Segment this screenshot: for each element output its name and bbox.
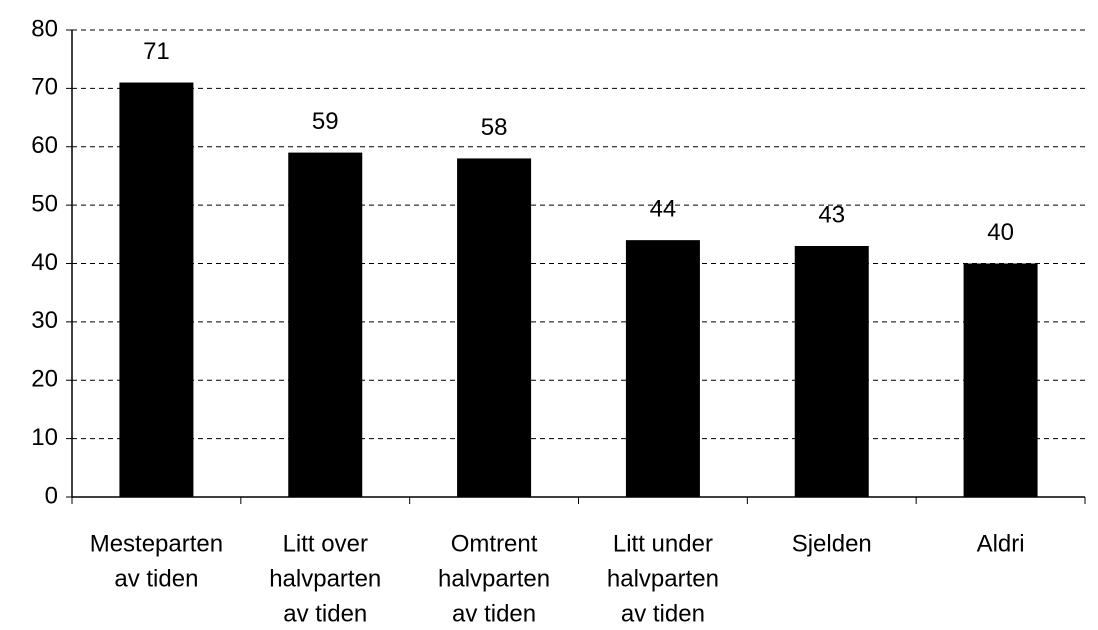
value-label: 44 [650, 195, 677, 222]
bar [963, 263, 1038, 497]
bar [288, 152, 363, 497]
y-tick-label: 0 [45, 482, 58, 509]
value-label: 58 [481, 114, 508, 141]
x-tick-label: av tiden [114, 565, 198, 592]
value-label: 40 [987, 219, 1014, 246]
x-tick-label: Omtrent [451, 530, 538, 557]
y-tick-label: 80 [31, 15, 58, 42]
x-tick-label: Litt under [613, 530, 713, 557]
bar [625, 240, 700, 497]
y-tick-label: 30 [31, 307, 58, 334]
value-label: 43 [818, 201, 845, 228]
bar [457, 158, 532, 498]
x-tick-label: Aldri [977, 530, 1025, 557]
y-tick-label: 10 [31, 424, 58, 451]
y-tick-label: 50 [31, 190, 58, 217]
value-label: 59 [312, 108, 339, 135]
y-tick-label: 60 [31, 132, 58, 159]
x-tick-label: Mesteparten [90, 530, 223, 557]
x-tick-label: halvparten [269, 565, 381, 592]
value-label: 71 [143, 38, 170, 65]
y-tick-label: 70 [31, 74, 58, 101]
x-tick-label: halvparten [438, 565, 550, 592]
y-tick-label: 20 [31, 366, 58, 393]
x-tick-label: halvparten [607, 565, 719, 592]
y-tick-label: 40 [31, 249, 58, 276]
x-tick-label: av tiden [621, 600, 705, 627]
x-tick-label: Sjelden [792, 530, 872, 557]
x-tick-label: av tiden [283, 600, 367, 627]
bar [794, 245, 869, 497]
bar [119, 82, 194, 497]
x-tick-label: av tiden [452, 600, 536, 627]
x-tick-label: Litt over [283, 530, 368, 557]
